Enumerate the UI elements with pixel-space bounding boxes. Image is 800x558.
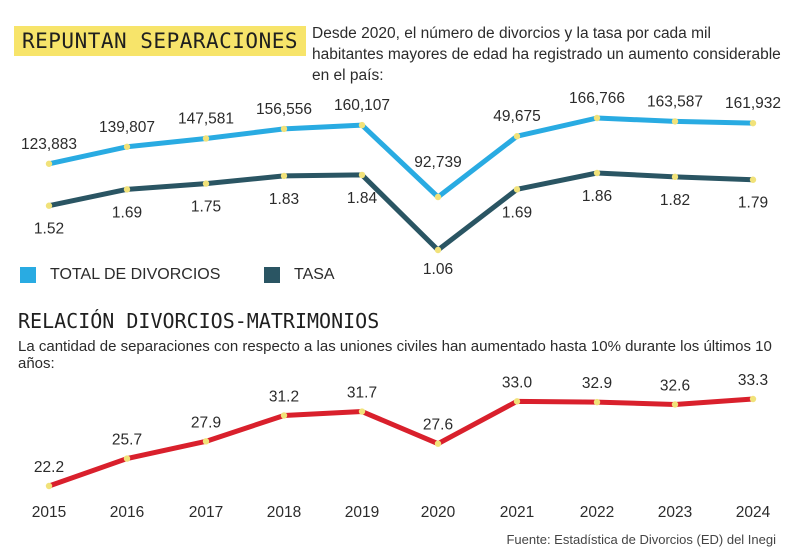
total-divorcios-point	[434, 193, 442, 201]
tasa-label: 1.52	[34, 221, 64, 238]
x-tick-label: 2018	[267, 504, 301, 521]
x-tick-label: 2021	[500, 504, 534, 521]
relacion-label: 33.3	[738, 372, 768, 389]
total-divorcios-point	[513, 133, 521, 140]
relacion-point	[434, 440, 442, 447]
chart-title: REPUNTAN SEPARACIONES	[14, 26, 307, 56]
total-divorcios-label: 123,883	[21, 136, 77, 153]
relacion-label: 31.2	[269, 388, 299, 405]
total-divorcios-label: 139,807	[99, 119, 155, 136]
tasa-label: 1.75	[191, 199, 221, 216]
total-divorcios-point	[280, 125, 288, 133]
chart-subtitle: Desde 2020, el número de divorcios y la …	[312, 25, 781, 84]
relacion-point	[280, 412, 288, 419]
tasa-point	[749, 176, 757, 183]
total-divorcios-label: 161,932	[725, 95, 781, 112]
total-divorcios-line	[46, 115, 756, 200]
x-tick-label: 2023	[658, 504, 692, 521]
total-divorcios-point	[358, 121, 366, 129]
relacion-label: 22.2	[34, 459, 64, 476]
x-tick-label: 2022	[580, 504, 614, 521]
tasa-label: 1.82	[660, 192, 690, 209]
total-divorcios-point	[123, 143, 131, 150]
section2-subtitle: La cantidad de separaciones con respecto…	[18, 338, 772, 372]
relacion-label: 32.6	[660, 377, 690, 394]
relacion-label: 25.7	[112, 432, 142, 449]
relacion-point	[123, 455, 131, 462]
tasa-point	[202, 180, 210, 187]
x-tick-label: 2017	[189, 504, 223, 521]
source-note: Fuente: Estadística de Divorcios (ED) de…	[506, 532, 776, 547]
x-tick-label: 2015	[32, 504, 66, 521]
tasa-label: 1.83	[269, 191, 299, 208]
tasa-point	[280, 172, 288, 180]
x-tick-label: 2019	[345, 504, 379, 521]
tasa-point	[45, 202, 53, 209]
total-divorcios-label: 49,675	[493, 108, 540, 125]
total-divorcios-label: 147,581	[178, 110, 234, 127]
tasa-label: 1.84	[347, 190, 378, 207]
legend-total: TOTAL DE DIVORCIOS	[20, 266, 220, 284]
relacion-point	[513, 398, 521, 405]
tasa-line	[46, 170, 756, 253]
relacion-point	[671, 401, 679, 408]
tasa-point	[513, 186, 521, 193]
tasa-label: 1.69	[112, 204, 142, 221]
tasa-label: 1.79	[738, 195, 768, 212]
x-tick-label: 2024	[736, 504, 771, 521]
relacion-label: 27.9	[191, 414, 221, 431]
relacion-label: 31.7	[347, 385, 377, 402]
tasa-label: 1.69	[502, 204, 532, 221]
total-divorcios-label: 92,739	[414, 154, 461, 171]
total-divorcios-label: 163,587	[647, 93, 703, 110]
relacion-point	[358, 408, 366, 415]
relacion-point	[202, 438, 210, 445]
tasa-label: 1.06	[423, 261, 453, 278]
tasa-label: 1.86	[582, 188, 612, 205]
total-divorcios-point	[671, 118, 679, 125]
tasa-point	[358, 171, 366, 179]
tasa-point	[593, 169, 601, 177]
legend-total-swatch	[20, 267, 36, 283]
tasa-point	[671, 173, 679, 181]
legend-tasa-swatch	[264, 267, 280, 283]
relacion-label: 33.0	[502, 374, 533, 391]
section2-title: RELACIÓN DIVORCIOS-MATRIMONIOS	[18, 309, 380, 333]
total-divorcios-point	[749, 119, 757, 127]
relacion-point	[593, 398, 601, 406]
legend-tasa: TASA	[264, 266, 335, 284]
legend-total-label: TOTAL DE DIVORCIOS	[50, 266, 221, 283]
total-divorcios-point	[593, 114, 601, 122]
tasa-point	[434, 246, 442, 254]
relacion-line	[46, 396, 756, 489]
relacion-point	[749, 395, 757, 403]
legend-tasa-label: TASA	[294, 266, 335, 283]
x-tick-label: 2020	[421, 504, 456, 521]
total-divorcios-point	[45, 160, 53, 167]
tasa-point	[123, 186, 131, 193]
relacion-point	[45, 482, 53, 490]
total-divorcios-point	[202, 135, 210, 142]
x-tick-label: 2016	[110, 504, 144, 521]
total-divorcios-label: 160,107	[334, 97, 390, 114]
total-divorcios-label: 166,766	[569, 90, 625, 107]
relacion-label: 32.9	[582, 375, 612, 392]
total-divorcios-label: 156,556	[256, 101, 312, 118]
relacion-label: 27.6	[423, 417, 453, 434]
